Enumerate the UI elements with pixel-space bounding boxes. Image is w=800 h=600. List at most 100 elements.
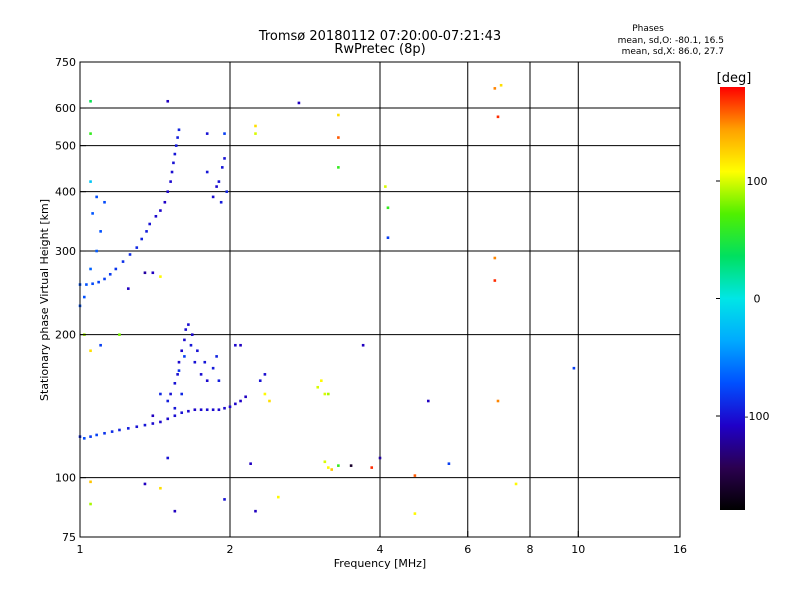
echo-point-upper xyxy=(128,253,132,256)
x-tick-label: 2 xyxy=(227,543,234,556)
echo-point-scattered xyxy=(572,366,576,370)
echo-point-lower xyxy=(177,369,181,372)
echo-point-upper xyxy=(166,190,170,193)
echo-point-lower xyxy=(183,355,186,358)
echo-point-scattered xyxy=(337,136,340,139)
echo-point-lower xyxy=(169,392,172,396)
echo-point-upper xyxy=(177,128,181,132)
echo-point-scattered xyxy=(126,287,130,290)
echo-point-scattered xyxy=(327,392,330,396)
echo-point-scattered xyxy=(99,343,102,347)
echo-point-scattered xyxy=(143,271,147,275)
y-tick-label: 500 xyxy=(55,140,76,153)
x-tick-label: 16 xyxy=(673,543,687,556)
echo-point-scattered xyxy=(386,206,390,210)
echo-point-lower xyxy=(234,402,237,406)
echo-point-upper xyxy=(145,230,148,233)
echo-point-upper xyxy=(135,246,139,249)
echo-point-lower xyxy=(199,408,203,412)
echo-point-lower xyxy=(234,343,237,347)
echo-point-scattered xyxy=(223,498,226,501)
echo-point-scattered xyxy=(151,271,155,275)
x-axis-ticks: 1 2 4 6 8 10 16 xyxy=(77,531,687,556)
y-tick-label: 400 xyxy=(55,186,76,199)
echo-point-scattered xyxy=(370,466,374,469)
echo-point-scattered xyxy=(337,113,340,117)
echo-point-upper xyxy=(85,283,88,286)
echo-point-scattered xyxy=(89,349,92,353)
y-tick-label: 600 xyxy=(55,102,76,115)
echo-point-scattered xyxy=(118,333,121,336)
echo-point-lower xyxy=(244,395,247,399)
echo-point-lower xyxy=(189,343,193,347)
echo-point-scattered xyxy=(386,236,390,240)
echo-point-scattered xyxy=(330,468,334,471)
y-axis-label: Stationary phase Virtual Height [km] xyxy=(38,199,51,401)
echo-point-lower xyxy=(187,409,190,413)
echo-point-scattered xyxy=(493,279,497,282)
plot-grid xyxy=(80,62,680,537)
echo-point-lower xyxy=(177,360,181,364)
y-tick-label: 300 xyxy=(55,245,76,258)
echo-point-lower xyxy=(183,338,186,342)
echo-point-scattered xyxy=(413,474,417,477)
echo-point-lower xyxy=(103,431,106,435)
echo-point-scattered xyxy=(327,466,330,469)
echo-point-scattered xyxy=(276,495,280,499)
echo-point-upper xyxy=(173,152,177,156)
echo-point-upper xyxy=(95,195,98,199)
echo-point-upper xyxy=(103,277,106,281)
echo-point-upper xyxy=(89,180,92,183)
echo-point-scattered xyxy=(323,460,327,464)
echo-point-scattered xyxy=(159,486,162,490)
colorbar-tick-label: -100 xyxy=(745,410,770,423)
x-tick-label: 8 xyxy=(527,543,534,556)
echo-point-scattered xyxy=(413,512,417,515)
x-axis-label: Frequency [MHz] xyxy=(334,557,426,570)
echo-point-upper xyxy=(103,200,106,204)
echo-point-lower xyxy=(159,392,162,396)
echo-point-upper xyxy=(97,280,100,284)
echo-point-scattered xyxy=(337,464,340,467)
y-axis-ticks: 75 100 200 300 400 500 600 750 xyxy=(55,56,86,544)
colorbar xyxy=(720,87,745,510)
echo-point-lower xyxy=(143,423,147,427)
stats-line-x: mean, sd,X: 86.0, 27.7 xyxy=(622,47,724,57)
echo-point-scattered xyxy=(254,132,257,135)
echo-point-scattered xyxy=(493,87,497,90)
colorbar-tick-label: 100 xyxy=(747,175,768,188)
echo-point-scattered xyxy=(323,392,327,396)
echo-point-lower xyxy=(217,408,221,412)
echo-point-upper xyxy=(89,267,92,271)
stats-heading: Phases xyxy=(632,24,664,34)
plot-points xyxy=(78,83,576,515)
echo-point-lower xyxy=(180,411,184,415)
echo-point-upper xyxy=(172,161,175,165)
y-tick-label: 200 xyxy=(55,329,76,342)
echo-point-scattered xyxy=(159,275,162,278)
echo-point-upper xyxy=(217,180,221,183)
echo-point-lower xyxy=(211,366,215,370)
echo-point-scattered xyxy=(263,392,267,396)
echo-point-lower xyxy=(173,406,177,410)
echo-point-lower xyxy=(173,381,177,385)
echo-point-upper xyxy=(95,249,98,253)
echo-point-lower xyxy=(173,414,177,418)
echo-point-lower xyxy=(223,406,226,410)
echo-point-upper xyxy=(169,180,172,183)
echo-point-lower xyxy=(258,379,262,382)
echo-point-upper xyxy=(205,170,209,174)
echo-point-lower xyxy=(211,408,215,412)
echo-point-lower xyxy=(217,379,221,382)
echo-point-lower xyxy=(166,399,170,403)
echo-point-scattered xyxy=(249,462,252,465)
y-tick-label: 75 xyxy=(62,531,76,544)
echo-point-lower xyxy=(166,456,170,460)
echo-point-scattered xyxy=(143,482,147,486)
echo-point-lower xyxy=(166,417,170,421)
echo-point-lower xyxy=(193,408,197,412)
echo-point-lower xyxy=(89,435,92,438)
echo-point-upper xyxy=(223,157,226,160)
x-tick-label: 6 xyxy=(464,543,471,556)
